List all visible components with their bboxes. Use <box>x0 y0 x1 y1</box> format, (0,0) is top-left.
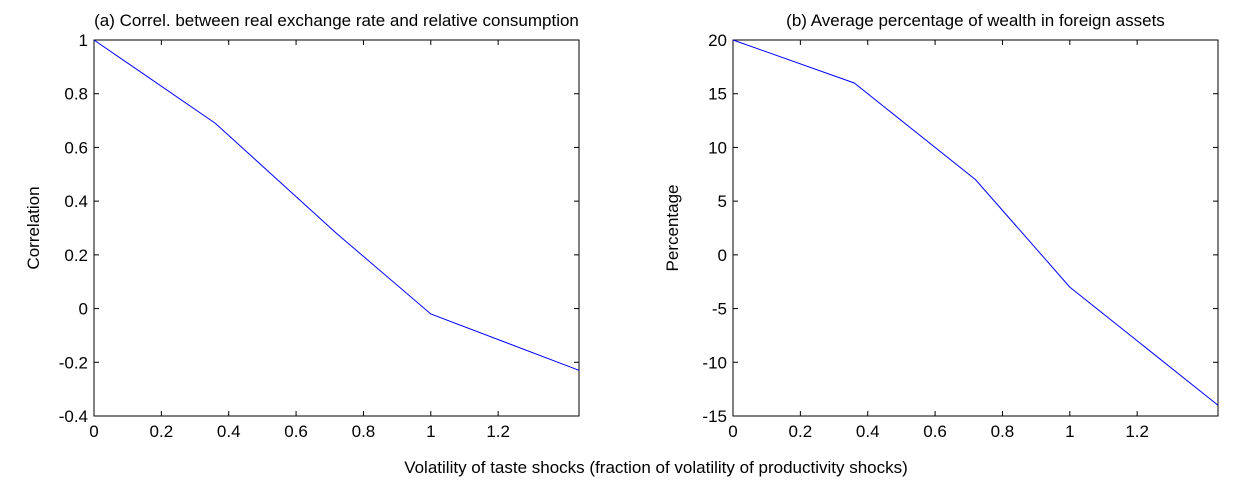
x-tick-label: 0 <box>728 422 737 441</box>
x-tick-label: 0.2 <box>150 422 174 441</box>
x-tick-label: 1 <box>1065 422 1074 441</box>
y-tick-label: 1 <box>79 31 88 50</box>
y-tick-label: 10 <box>708 138 727 157</box>
line <box>732 39 1219 406</box>
x-tick-label: 1.2 <box>486 422 510 441</box>
x-tick-label: 0.6 <box>284 422 308 441</box>
y-tick-label: -15 <box>702 407 727 426</box>
y-tick-label: -10 <box>702 353 727 372</box>
y-tick-label: 0.6 <box>64 138 88 157</box>
y-tick-label: 15 <box>708 85 727 104</box>
x-tick-label: 0.6 <box>923 422 947 441</box>
y-tick-label: -0.2 <box>59 353 88 372</box>
chart-title: (a) Correl. between real exchange rate a… <box>94 11 579 30</box>
y-tick-label: -0.4 <box>59 407 88 426</box>
y-tick-label: 5 <box>718 192 727 211</box>
y-tick-label: 0.8 <box>64 85 88 104</box>
y-tick-label: 0 <box>79 300 88 319</box>
y-tick-label: 0.4 <box>64 192 88 211</box>
chart-title: (b) Average percentage of wealth in fore… <box>786 11 1165 30</box>
x-tick-label: 1 <box>426 422 435 441</box>
axes-box <box>93 39 580 417</box>
y-tick-label: -5 <box>712 300 727 319</box>
x-tick-label: 0.8 <box>991 422 1015 441</box>
x-tick-label: 0.4 <box>217 422 241 441</box>
x-tick-label: 0.2 <box>789 422 813 441</box>
y-axis-label: Correlation <box>24 186 43 269</box>
line <box>93 39 580 371</box>
x-tick-label: 0.8 <box>352 422 376 441</box>
y-tick-label: 0 <box>718 246 727 265</box>
x-tick-label: 1.2 <box>1125 422 1149 441</box>
y-tick-label: 20 <box>708 31 727 50</box>
axes-box <box>732 39 1219 417</box>
y-tick-label: 0.2 <box>64 246 88 265</box>
x-tick-label: 0.4 <box>856 422 880 441</box>
x-axis-label: Volatility of taste shocks (fraction of … <box>404 458 908 477</box>
y-axis-label: Percentage <box>663 185 682 272</box>
x-tick-label: 0 <box>89 422 98 441</box>
